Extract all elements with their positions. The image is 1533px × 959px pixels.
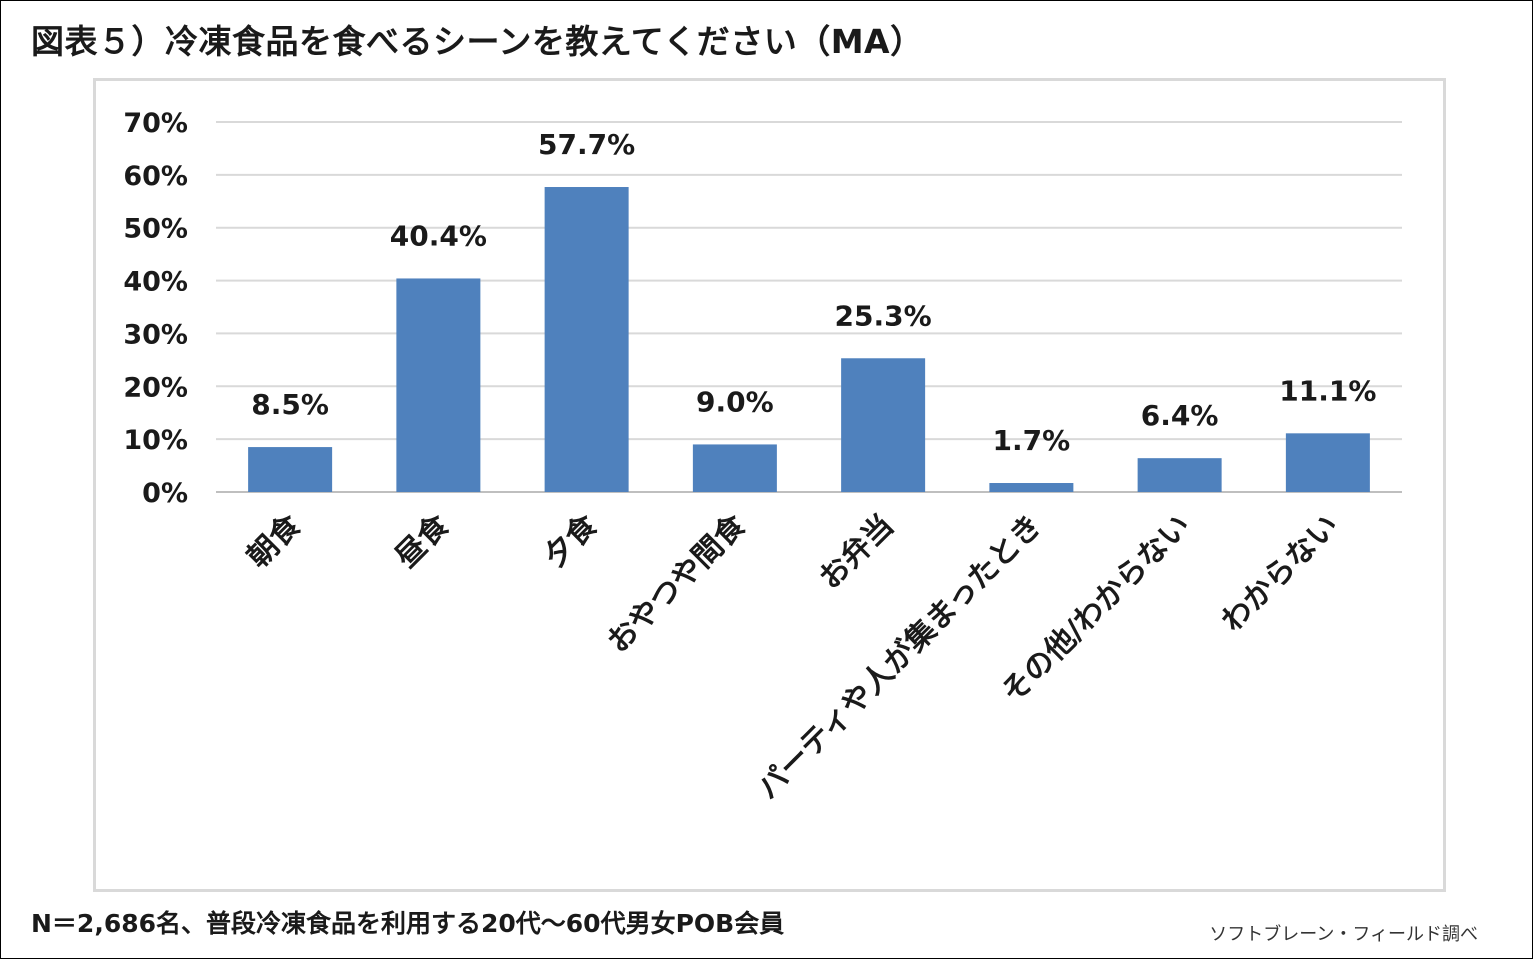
data-label: 57.7% (538, 128, 635, 161)
x-category-label: わからない (1215, 508, 1346, 639)
x-category-label: おやつや間食 (601, 507, 754, 660)
data-label: 6.4% (1141, 399, 1219, 432)
data-label: 25.3% (835, 299, 932, 332)
bar (1137, 458, 1222, 492)
figure-title: 図表５）冷凍食品を食べるシーンを教えてください（MA） (31, 22, 924, 61)
bar (396, 278, 481, 492)
x-category-label: 昼食 (389, 507, 457, 575)
data-label: 11.1% (1279, 374, 1376, 407)
y-tick-label: 0% (142, 478, 188, 509)
data-label: 1.7% (993, 424, 1071, 457)
y-tick-label: 40% (123, 267, 188, 298)
y-tick-label: 30% (123, 319, 188, 350)
x-category-label: 朝食 (241, 507, 309, 575)
source-credit: ソフトブレーン・フィールド調べ (1209, 924, 1478, 945)
bar (841, 358, 926, 492)
data-label: 9.0% (696, 385, 774, 418)
bar (692, 444, 777, 492)
bar (989, 483, 1074, 492)
bar-chart: 0% 10% 20% 30% 40% 50% 60% 70% 8.5% 朝食 40.4% 昼食 57.7… (123, 108, 1402, 806)
bar (248, 447, 333, 492)
sample-note: N＝2,686名、普段冷凍食品を利用する20代～60代男女POB会員 (31, 909, 785, 938)
data-label: 40.4% (390, 219, 487, 252)
y-tick-label: 60% (123, 161, 188, 192)
data-label: 8.5% (251, 388, 329, 421)
x-category-label: パーティや人が集まったとき (751, 508, 1049, 806)
y-tick-label: 20% (123, 372, 188, 403)
x-category-label: お弁当 (812, 508, 900, 596)
x-category-label: 夕食 (537, 507, 605, 575)
chart-area: 0% 10% 20% 30% 40% 50% 60% 70% 8.5% 朝食 40.4% 昼食 57.7… (93, 78, 1446, 892)
y-tick-label: 70% (123, 108, 188, 139)
bar (1285, 433, 1370, 492)
y-tick-label: 50% (123, 214, 188, 245)
y-tick-label: 10% (123, 425, 188, 456)
bar (544, 187, 629, 492)
